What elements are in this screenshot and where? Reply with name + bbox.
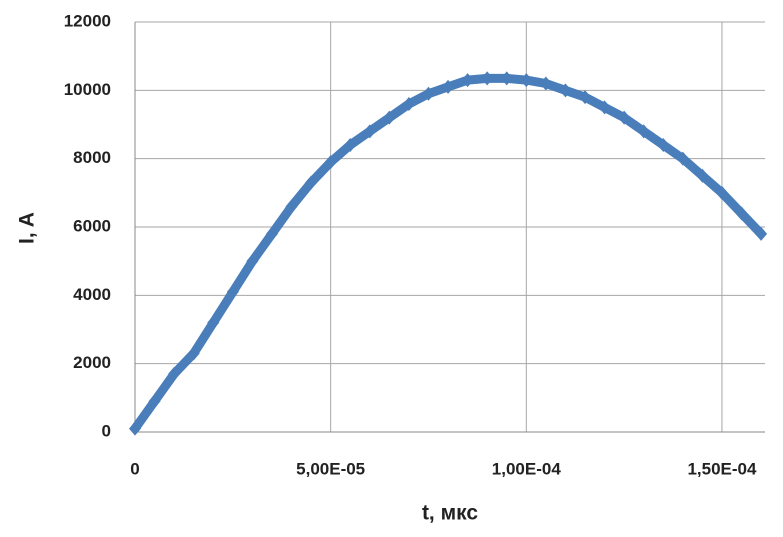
y-tick-label: 2000 (73, 353, 111, 372)
x-axis-label: t, мкс (422, 502, 478, 525)
y-tick-label: 12000 (64, 11, 111, 30)
data-point (305, 175, 318, 190)
data-point (618, 110, 631, 125)
data-point (363, 124, 376, 139)
data-point (148, 394, 161, 409)
y-tick-label: 0 (102, 421, 111, 440)
y-tick-label: 10000 (64, 80, 111, 99)
y-tick-label: 4000 (73, 285, 111, 304)
data-point (442, 79, 455, 94)
data-point (324, 155, 337, 170)
data-point (402, 97, 415, 111)
data-point (637, 124, 650, 139)
y-tick-label: 6000 (73, 216, 111, 235)
data-point (657, 138, 670, 152)
data-point (598, 100, 611, 115)
data-point (539, 76, 552, 91)
data-point (344, 138, 357, 152)
data-point (246, 254, 259, 269)
series-line (130, 73, 766, 434)
data-point (226, 284, 239, 299)
data-point (383, 110, 396, 125)
data-point (168, 366, 181, 381)
data-point (696, 168, 709, 183)
x-tick-label: 5,00E-05 (296, 459, 365, 478)
data-point (735, 206, 748, 221)
data-point (265, 226, 278, 241)
data-point (187, 346, 200, 361)
data-point (500, 71, 513, 86)
data-point (207, 315, 220, 330)
x-tick-label: 1,50E-04 (687, 459, 757, 478)
data-point (559, 83, 572, 98)
x-tick-label: 0 (130, 459, 139, 478)
data-point (461, 73, 474, 88)
data-point (129, 421, 141, 436)
data-point (481, 71, 494, 86)
y-tick-label: 8000 (73, 148, 111, 167)
data-point (579, 90, 591, 105)
y-axis-label: I, A (16, 212, 39, 244)
data-point (422, 86, 435, 101)
data-point (755, 226, 768, 241)
data-point (520, 73, 533, 88)
data-point (285, 199, 298, 214)
data-point (715, 185, 728, 200)
x-tick-label: 1,00E-04 (492, 459, 562, 478)
data-point (676, 151, 689, 166)
